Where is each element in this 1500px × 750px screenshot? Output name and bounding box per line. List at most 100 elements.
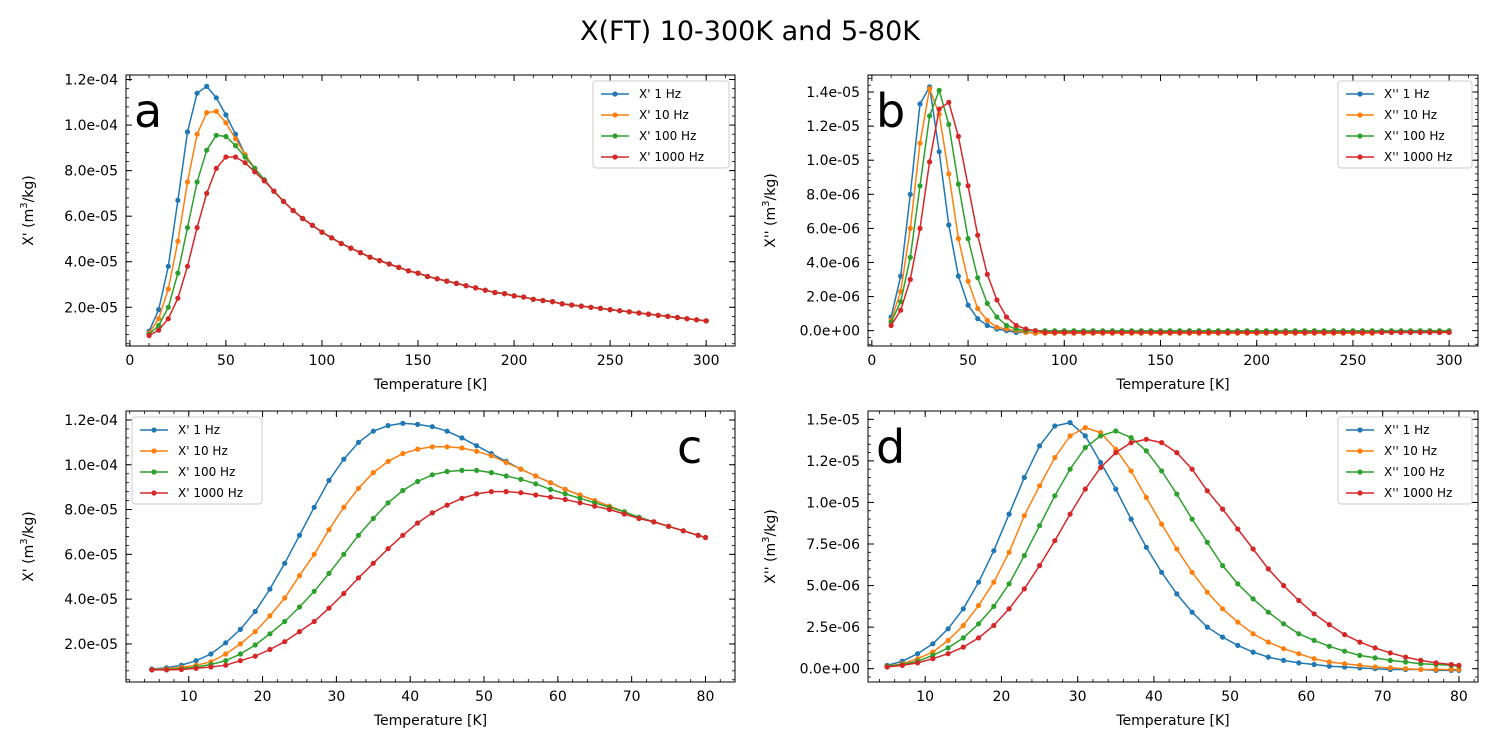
data-point [1006,511,1012,517]
data-point [444,502,450,508]
panel-letter: a [134,84,162,138]
data-point [370,560,376,566]
data-point [1174,491,1180,497]
data-point [1082,433,1088,439]
data-point [1021,474,1027,481]
data-point [965,236,971,242]
data-point [415,520,421,526]
data-point [991,548,997,554]
data-point [385,546,391,552]
y-tick-label: 8.0e-05 [64,164,118,180]
data-point [991,579,997,585]
data-point [242,154,248,160]
legend-label: X' 1 Hz [639,87,681,101]
x-tick-label: 50 [217,353,235,369]
data-point [975,232,981,238]
data-point [338,240,344,247]
plot-frame [867,410,1479,683]
legend-item: X'' 1 Hz [1346,87,1429,101]
data-point [1265,654,1271,660]
data-point [1398,329,1404,335]
data-point [547,486,554,492]
data-point [474,467,480,473]
data-point [1311,637,1317,644]
data-point [1321,329,1327,335]
data-point [533,492,539,498]
panels: 0 50 100 150 200 250 3002.0e-054.0e-056.0e-058… [19,73,1479,729]
x-tick-label: 40 [1145,689,1163,705]
data-point [547,494,554,500]
data-point [549,299,556,305]
data-point [1143,436,1149,442]
data-point [1138,329,1144,335]
data-point [459,435,465,441]
legend-swatch-marker [1357,154,1363,160]
data-point [296,573,303,579]
x-tick-label: 10 [916,689,934,705]
data-point [976,579,982,585]
y-tick-label: 8.0e-05 [64,503,118,519]
data-point [400,532,406,538]
data-point [695,532,701,538]
data-point [1006,581,1012,587]
x-axis-label: Temperature [K] [1115,377,1229,393]
data-point [252,653,258,659]
data-point [267,613,273,619]
data-point [540,297,546,304]
data-point [184,225,191,231]
legend-label: X'' 1 Hz [1384,423,1429,437]
data-point [936,87,942,93]
data-point [377,258,383,264]
x-tick-label: 20 [993,689,1011,705]
data-point [444,444,450,450]
data-point [960,606,966,612]
data-point [1311,661,1317,668]
legend-label: X'' 10 Hz [1384,108,1437,122]
legend-label: X' 1 Hz [178,423,220,437]
data-point [965,183,971,189]
legend-item: X' 1000 Hz [140,486,243,500]
data-point [1342,648,1348,654]
data-point [1403,666,1409,672]
y-axis-label: X' (m3/kg) [19,511,37,582]
data-point [898,299,904,305]
data-point [1220,606,1226,612]
data-point [223,658,229,664]
data-point [960,644,966,650]
data-point [1265,609,1271,615]
y-tick-label: 1.0e-04 [64,458,118,474]
legend-item: X'' 10 Hz [1346,108,1437,122]
data-point [463,283,469,289]
data-point [917,140,923,146]
data-point [1220,506,1226,512]
data-point [232,154,239,160]
data-point [946,222,952,228]
data-point [1292,329,1298,335]
data-point [976,635,982,641]
data-point [355,485,362,491]
data-point [927,86,933,92]
y-tick-label: 2.0e-05 [64,637,118,653]
legend: X' 1 Hz X' 10 Hz X' 100 Hz X' 1000 Hz [592,80,730,169]
data-point [237,641,243,647]
data-point [232,136,239,142]
data-point [1061,329,1067,335]
data-point [474,443,480,449]
data-point [1359,329,1366,335]
x-tick-label: 10 [180,689,198,705]
data-point [370,428,376,434]
data-point [488,470,494,476]
data-point [474,448,480,454]
y-tick-label: 4.0e-06 [806,255,860,271]
data-point [511,293,517,299]
data-point [1265,639,1271,645]
data-point [1128,435,1134,441]
data-point [1250,649,1256,655]
data-point [1220,634,1226,640]
x-tick-label: 60 [1298,689,1316,705]
data-point [1159,521,1165,527]
data-point [936,149,942,155]
data-point [1372,655,1378,661]
y-tick-label: 1.0e-04 [64,118,118,134]
